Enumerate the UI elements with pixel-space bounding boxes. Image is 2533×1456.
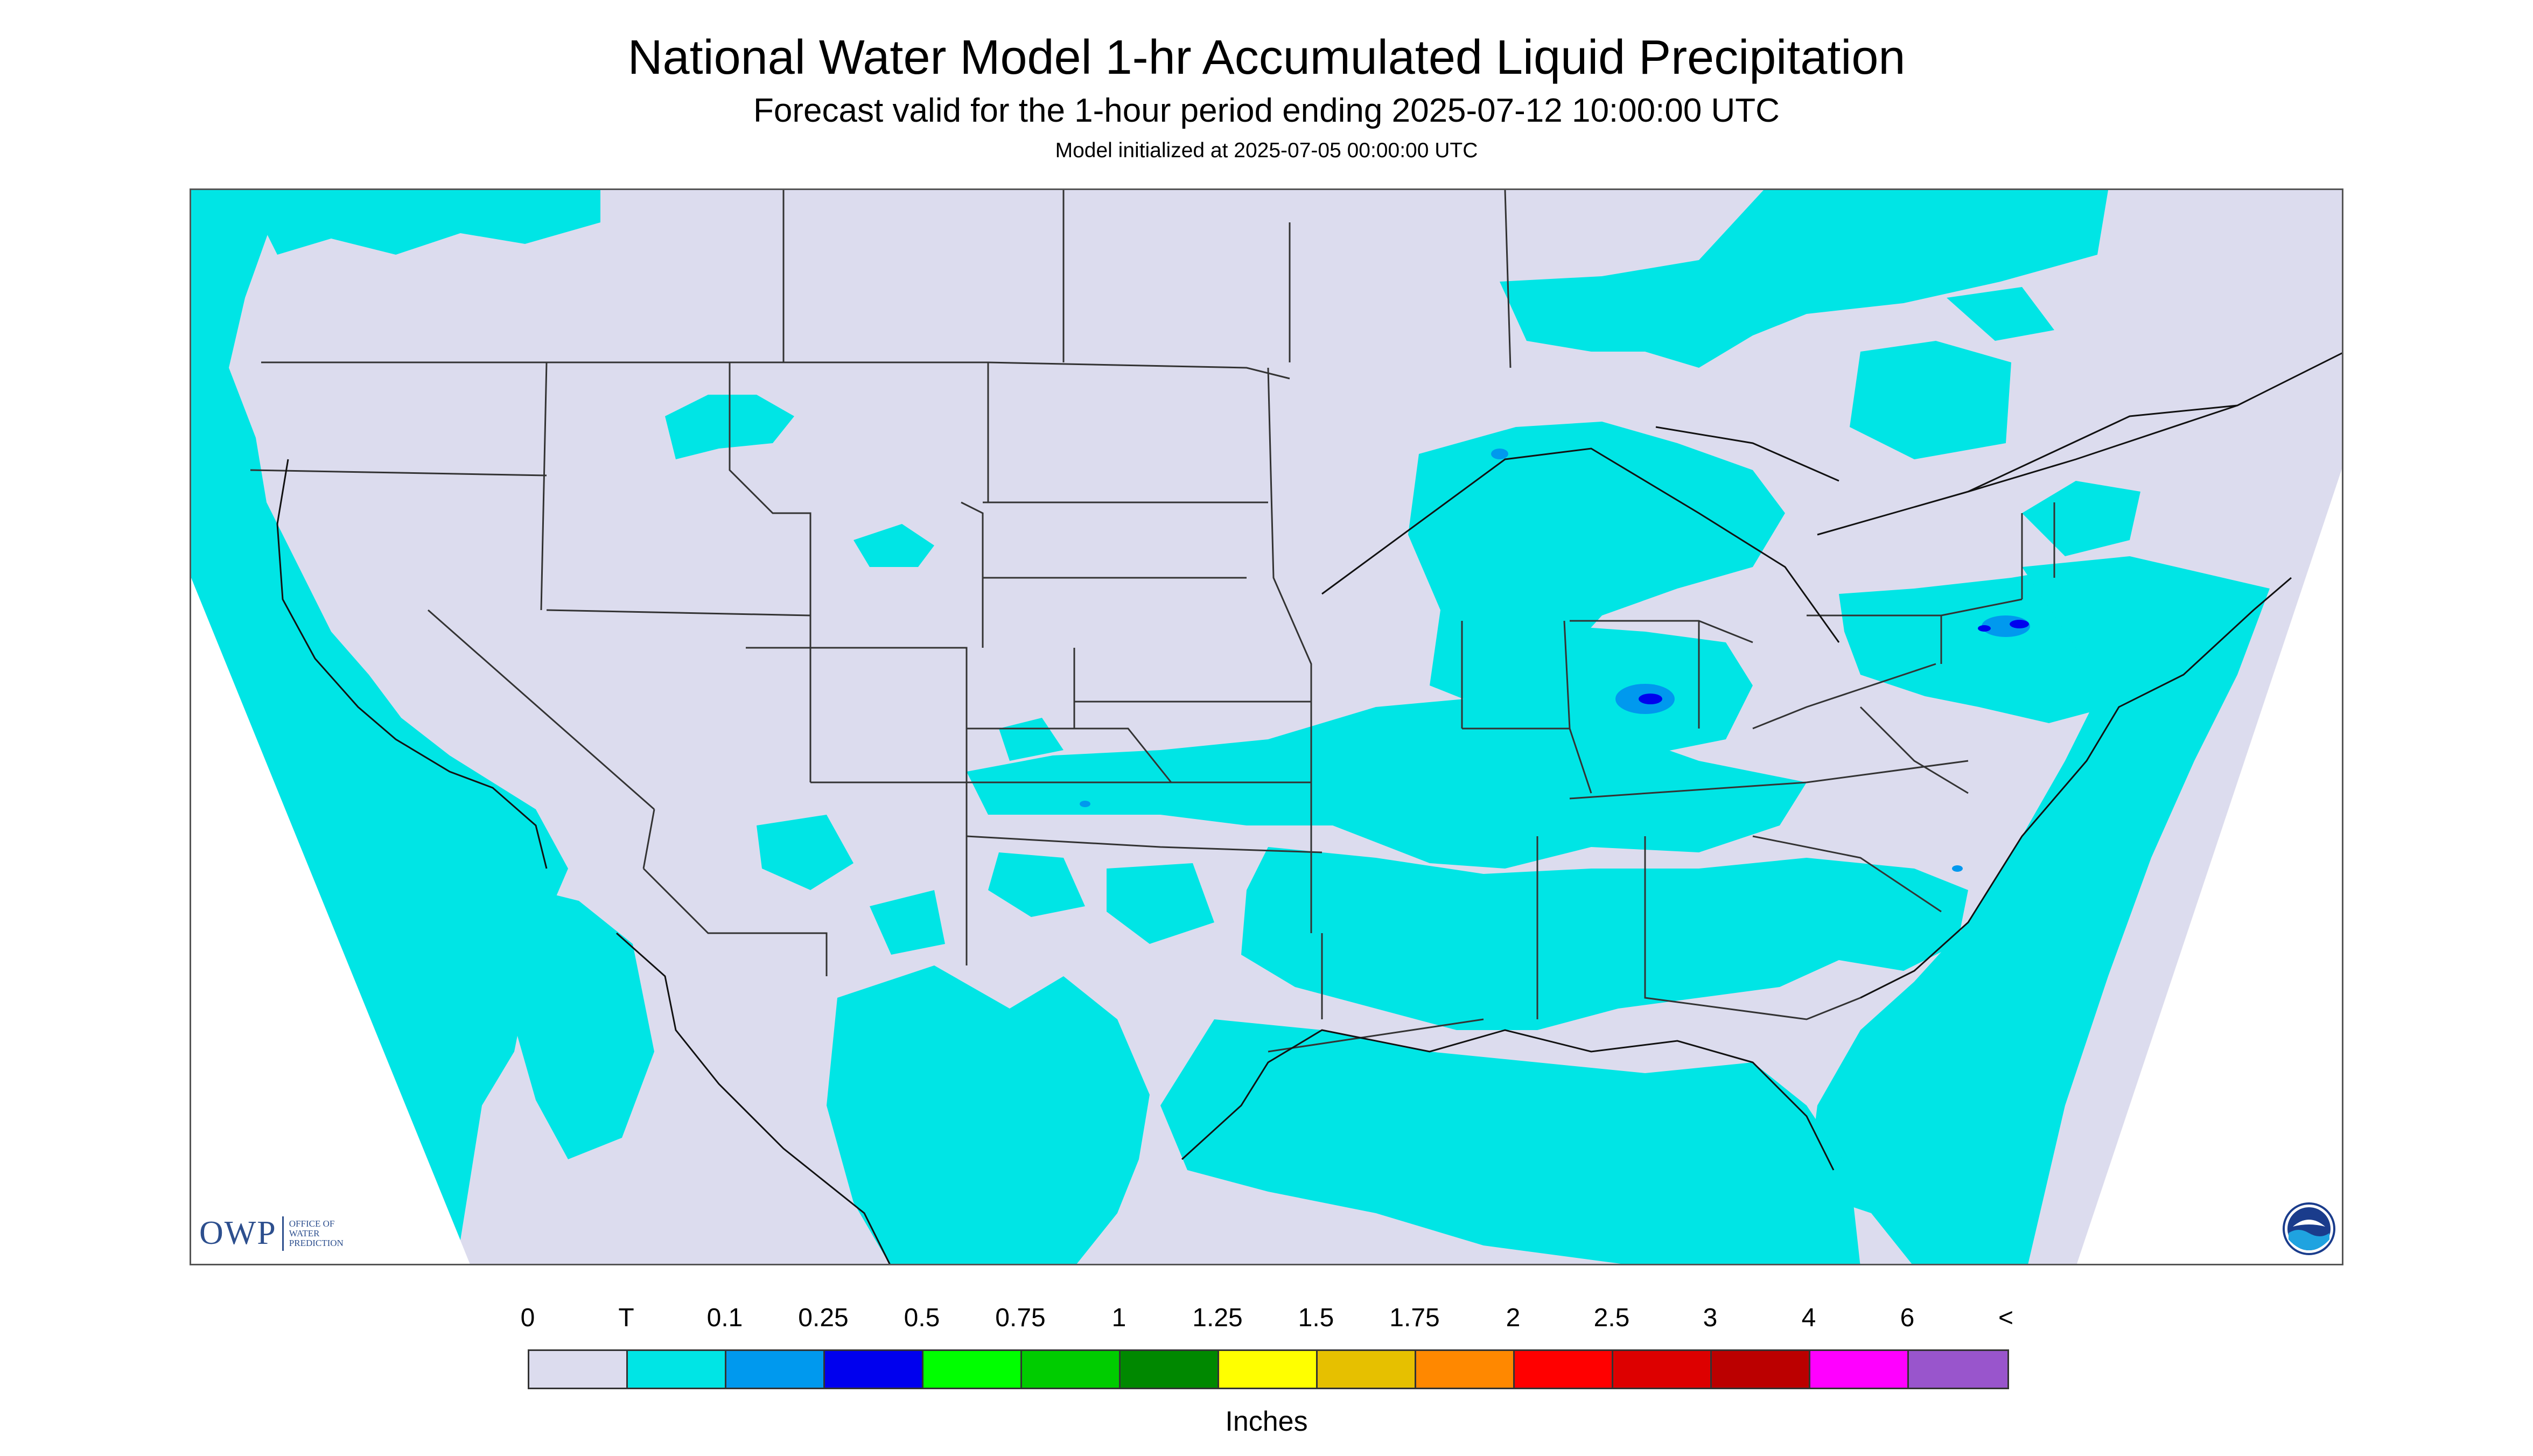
- owp-logo-divider: [282, 1216, 284, 1251]
- precipitation-map: [190, 188, 2343, 1265]
- legend-label: 0.25: [798, 1304, 849, 1332]
- coastlines: [276, 352, 2342, 1264]
- legend-label: 1: [1111, 1304, 1126, 1332]
- legend-swatch: [628, 1351, 726, 1388]
- legend-label: 3: [1703, 1304, 1718, 1332]
- legend-label: 0.5: [904, 1304, 940, 1332]
- legend-swatch: [1022, 1351, 1121, 1388]
- legend-labels: 0 T 0.1 0.25 0.5 0.75 1 1.25 1.5 1.75 2 …: [0, 1303, 2533, 1341]
- legend-label: T: [618, 1304, 634, 1332]
- owp-subtext-line: WATER: [289, 1228, 320, 1238]
- map-subtitle: Forecast valid for the 1-hour period end…: [753, 92, 1780, 129]
- legend-label: 2.5: [1593, 1304, 1630, 1332]
- owp-logo-text: OWP: [199, 1215, 277, 1251]
- model-init-line: Model initialized at 2025-07-05 00:00:00…: [1055, 139, 1478, 162]
- legend-swatch: [825, 1351, 923, 1388]
- legend-swatch: [1318, 1351, 1416, 1388]
- legend-swatch: [726, 1351, 825, 1388]
- legend-label: 0.1: [706, 1304, 743, 1332]
- trace-precip-areas: [191, 190, 2270, 1264]
- legend-swatch: [1416, 1351, 1515, 1388]
- legend-units: Inches: [1225, 1406, 1308, 1437]
- map-title: National Water Model 1-hr Accumulated Li…: [627, 31, 1906, 85]
- owp-subtext-line: OFFICE OF: [289, 1218, 335, 1229]
- light-precip-areas: [1080, 449, 2030, 872]
- legend-label: 1.25: [1192, 1304, 1243, 1332]
- legend-label: 2: [1506, 1304, 1521, 1332]
- legend-swatch: [1219, 1351, 1318, 1388]
- legend-label: 1.5: [1298, 1304, 1334, 1332]
- legend-swatch: [1712, 1351, 1810, 1388]
- legend-swatch: [1515, 1351, 1613, 1388]
- legend-swatch: [1121, 1351, 1219, 1388]
- state-borders: [250, 190, 2055, 1053]
- map-canvas: [191, 190, 2342, 1264]
- legend-label: <: [1998, 1304, 2014, 1332]
- heavy-precip-areas: [1639, 620, 2029, 704]
- legend-swatch: [1810, 1351, 1909, 1388]
- legend-swatch: [1909, 1351, 2007, 1388]
- legend-label: 0.75: [995, 1304, 1046, 1332]
- legend-label: 0: [520, 1304, 535, 1332]
- legend-label: 4: [1801, 1304, 1816, 1332]
- legend-label: 6: [1900, 1304, 1915, 1332]
- legend-color-bar: [528, 1349, 2009, 1389]
- legend-swatch: [1613, 1351, 1712, 1388]
- legend-swatch: [529, 1351, 628, 1388]
- legend-label: 1.75: [1389, 1304, 1440, 1332]
- legend-swatch: [923, 1351, 1022, 1388]
- owp-logo-subtext: OFFICE OF WATER PREDICTION: [289, 1219, 344, 1248]
- noaa-logo-icon: [2283, 1202, 2335, 1255]
- owp-logo: OWP OFFICE OF WATER PREDICTION: [199, 1214, 344, 1252]
- owp-subtext-line: PREDICTION: [289, 1237, 344, 1248]
